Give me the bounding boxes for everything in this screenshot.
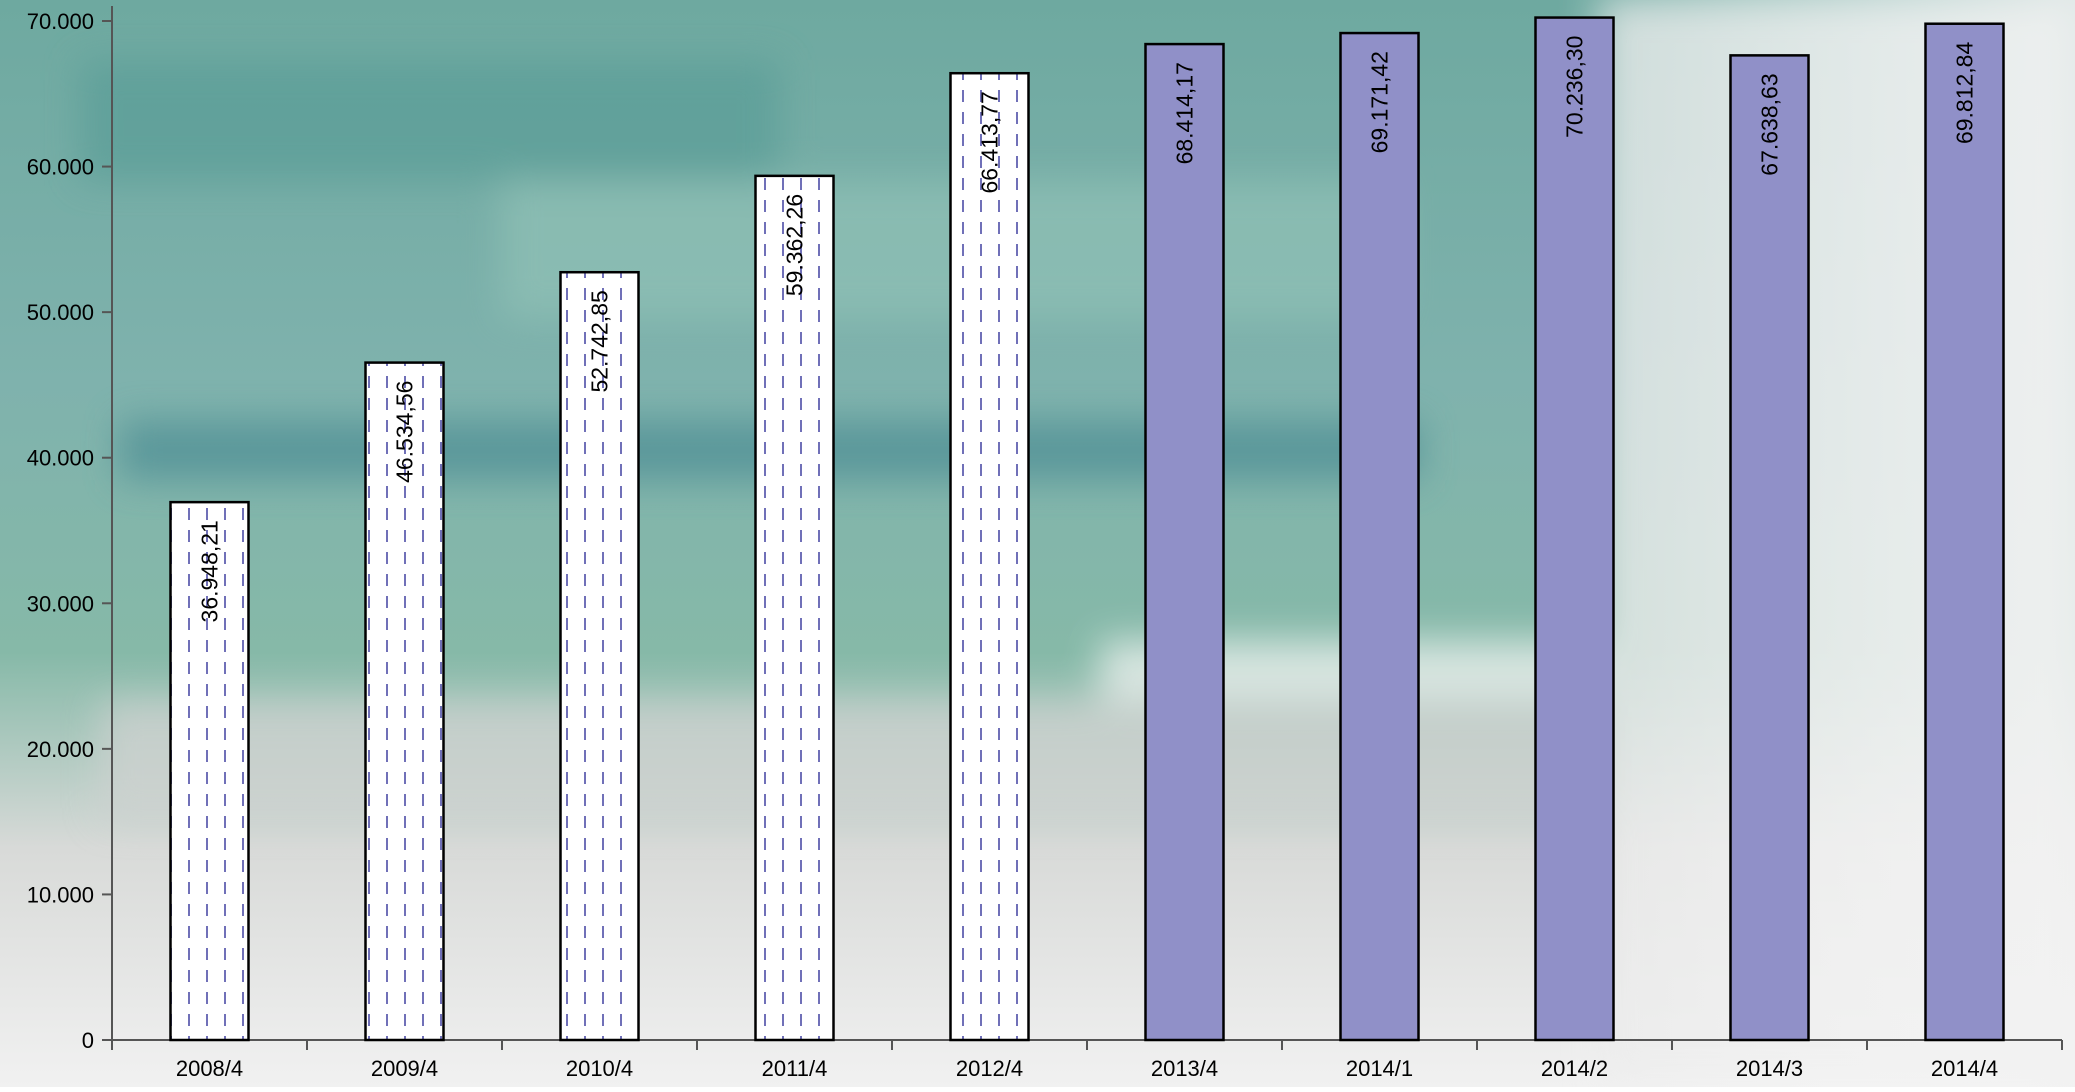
bar-2011-4	[754, 174, 835, 1042]
y-tick-label: 0	[82, 1028, 94, 1053]
bar-value-label: 67.638,63	[1757, 73, 1783, 175]
bar-value-label: 68.414,17	[1172, 62, 1198, 164]
bar-value-label: 36.948,21	[197, 520, 223, 622]
y-tick-label: 30.000	[27, 591, 94, 616]
x-tick-label: 2010/4	[566, 1056, 633, 1081]
x-tick-label: 2009/4	[371, 1056, 438, 1081]
bar-2014-4	[1924, 22, 2005, 1042]
bar-2014-3	[1729, 54, 1810, 1042]
x-tick-label: 2012/4	[956, 1056, 1023, 1081]
bar-value-label: 66.413,77	[977, 91, 1003, 193]
x-tick-label: 2014/1	[1346, 1056, 1413, 1081]
x-tick-label: 2011/4	[762, 1056, 828, 1081]
bar-2012-4	[949, 71, 1030, 1042]
y-tick-label: 10.000	[27, 882, 94, 907]
chart-y-tick-labels: 0 10.000 20.000 30.000 40.000 50.000 60.000 70.…	[27, 9, 94, 1053]
chart-bars	[169, 16, 2005, 1042]
x-tick-label: 2013/4	[1151, 1056, 1218, 1081]
bar-value-label: 70.236,30	[1562, 36, 1588, 138]
y-tick-label: 20.000	[27, 737, 94, 762]
y-tick-label: 50.000	[27, 300, 94, 325]
bar-value-label: 46.534,56	[392, 381, 418, 483]
bar-value-label: 69.812,84	[1952, 42, 1978, 145]
bar-value-label: 69.171,42	[1367, 51, 1393, 153]
bar-2014-1	[1339, 31, 1420, 1042]
bar-value-label: 52.742,85	[587, 290, 613, 392]
chart-value-labels: 36.948,21 46.534,56 52.742,85 59.362,26 66.4…	[197, 36, 1978, 623]
chart-x-tick-labels: 2008/4 2009/4 2010/4 2011/4 2012/4 2013/4 2014…	[176, 1056, 1998, 1081]
x-tick-label: 2014/4	[1931, 1056, 1998, 1081]
x-tick-label: 2008/4	[176, 1056, 243, 1081]
x-tick-label: 2014/3	[1736, 1056, 1803, 1081]
bar-2014-2	[1534, 16, 1615, 1042]
bar-2013-4	[1144, 42, 1225, 1042]
bar-2008-4	[169, 500, 250, 1042]
y-tick-label: 40.000	[27, 446, 94, 471]
y-tick-label: 70.000	[27, 9, 94, 34]
bar-2009-4	[364, 361, 445, 1042]
bar-2010-4	[559, 270, 640, 1042]
bar-value-label: 59.362,26	[782, 194, 808, 296]
x-tick-label: 2014/2	[1541, 1056, 1608, 1081]
y-tick-label: 60.000	[27, 155, 94, 180]
